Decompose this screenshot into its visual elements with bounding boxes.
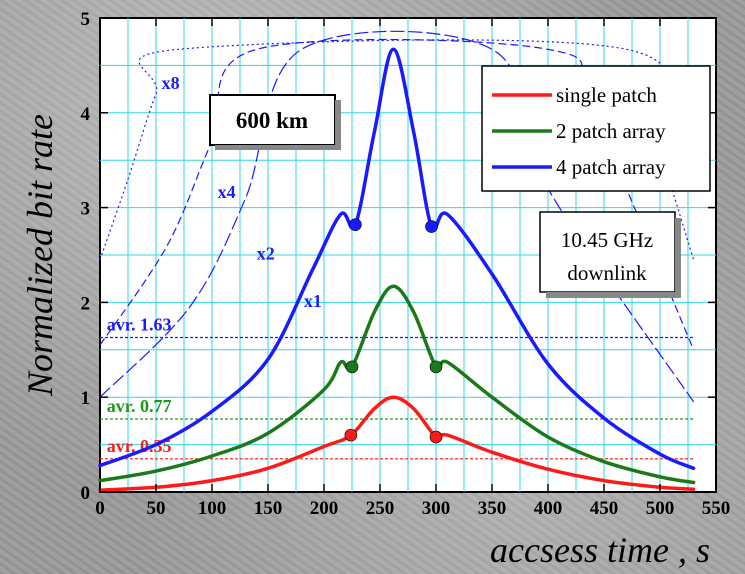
legend-label: 4 patch array xyxy=(556,155,666,179)
x-tick-label: 150 xyxy=(254,498,283,519)
average-label: avr. 0.77 xyxy=(107,396,172,416)
series-marker xyxy=(429,430,443,444)
y-tick-label: 2 xyxy=(81,293,91,314)
x-tick-label: 50 xyxy=(147,498,166,519)
bound-label-x4: x4 xyxy=(218,182,236,202)
y-tick-label: 5 xyxy=(81,9,91,30)
series-line-3 xyxy=(98,47,696,471)
upper-bound-curves: x8 x4 x2 x1 xyxy=(99,30,695,403)
y-tick-label: 1 xyxy=(81,388,91,409)
series-marker xyxy=(425,220,438,233)
bound-label-x2: x2 xyxy=(257,244,275,264)
bound-curve-x8 xyxy=(99,39,695,260)
x-tick-label: 550 xyxy=(702,498,731,519)
frequency-label: 10.45 GHz xyxy=(561,228,653,252)
y-tick-label: 3 xyxy=(81,199,91,220)
bound-curve-x2 xyxy=(99,30,695,403)
x-tick-label: 200 xyxy=(310,498,339,519)
series-line-2 xyxy=(98,284,696,485)
x-tick-label: 100 xyxy=(198,498,227,519)
average-label: avr. 1.63 xyxy=(107,314,172,334)
bound-label-x8: x8 xyxy=(162,73,180,93)
altitude-box: 600 km xyxy=(209,94,341,150)
x-tick-label: 400 xyxy=(534,498,563,519)
series-marker xyxy=(345,360,359,374)
y-tick-label: 0 xyxy=(81,483,91,504)
x-tick-label: 300 xyxy=(422,498,451,519)
x-tick-label: 0 xyxy=(95,498,105,519)
data-series xyxy=(98,47,696,492)
x-tick-label: 250 xyxy=(366,498,395,519)
y-tick-label: 4 xyxy=(81,104,91,125)
y-axis-title: Normalized bit rate xyxy=(20,114,60,397)
legend-label: 2 patch array xyxy=(556,119,666,143)
x-tick-label: 350 xyxy=(478,498,507,519)
series-marker xyxy=(344,428,358,442)
average-lines: avr. 1.63 avr. 0.77 avr. 0.35 xyxy=(100,314,694,460)
x-tick-label: 450 xyxy=(590,498,619,519)
bound-label-x1: x1 xyxy=(304,291,322,311)
frequency-box: 10.45 GHz downlink xyxy=(539,211,681,298)
series-line-1 xyxy=(98,395,696,492)
x-tick-label: 500 xyxy=(646,498,675,519)
link-label: downlink xyxy=(567,261,647,285)
legend-label: single patch xyxy=(556,83,657,107)
x-axis-title: accsess time , s xyxy=(490,530,710,570)
bound-curve-x4 xyxy=(99,38,695,351)
altitude-label: 600 km xyxy=(236,108,308,133)
series-marker xyxy=(429,360,443,374)
series-marker xyxy=(349,218,362,231)
average-label: avr. 0.35 xyxy=(107,436,172,456)
legend: single patch 2 patch array 4 patch array xyxy=(481,65,711,192)
